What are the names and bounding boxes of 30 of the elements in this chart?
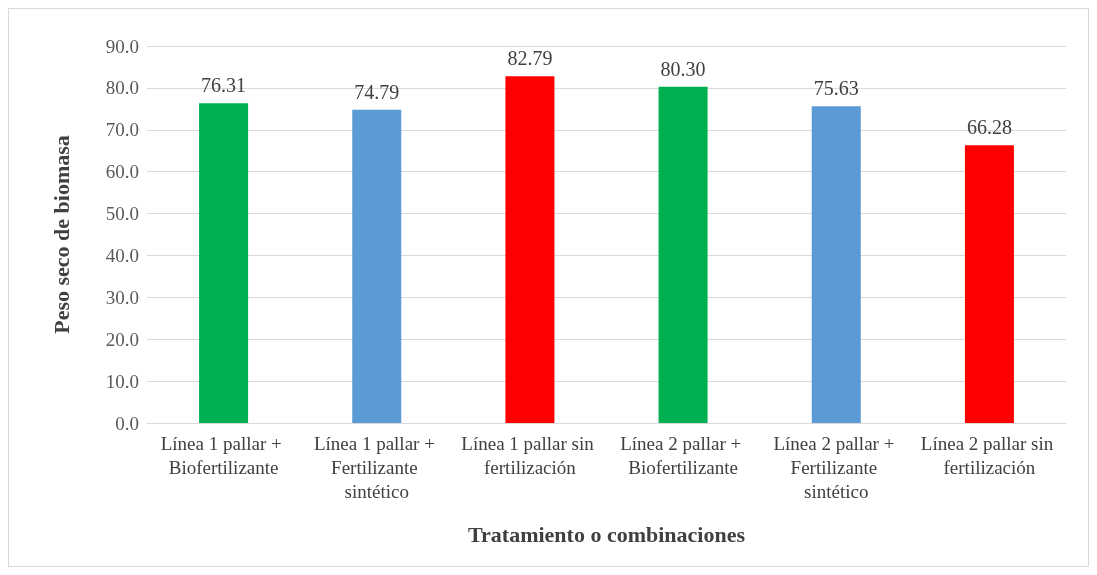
data-label: 82.79 <box>507 47 553 70</box>
data-label: 80.30 <box>660 57 706 80</box>
y-tick-label: 70.0 <box>105 119 139 141</box>
data-label: 66.28 <box>966 116 1012 139</box>
bar <box>505 76 555 423</box>
x-tick-label: Línea 2 pallar + Fertilizante sintético <box>773 432 900 502</box>
y-tick-label: 30.0 <box>105 286 139 308</box>
bar <box>964 145 1014 423</box>
y-tick-label: 20.0 <box>105 328 139 350</box>
x-tick-label: Línea 2 pallar sin fertilización <box>920 432 1059 478</box>
x-tick-label: Línea 2 pallar + Biofertilizante <box>620 432 746 478</box>
y-tick-label: 90.0 <box>105 35 139 57</box>
x-axis-title: Tratamiento o combinaciones <box>467 521 746 547</box>
data-label: 75.63 <box>813 77 859 100</box>
y-tick-label: 60.0 <box>105 161 139 183</box>
bar <box>811 106 861 423</box>
data-label: 76.31 <box>201 74 247 97</box>
bar <box>658 86 708 423</box>
y-tick-label: 0.0 <box>115 412 139 434</box>
y-tick-label: 40.0 <box>105 244 139 266</box>
y-axis-title: Peso seco de biomasa <box>48 135 74 334</box>
x-tick-label: Línea 1 pallar sin fertilización <box>461 432 599 478</box>
y-tick-label: 80.0 <box>105 77 139 99</box>
data-label: 74.79 <box>354 80 400 103</box>
bar <box>352 109 402 423</box>
y-tick-label: 10.0 <box>105 370 139 392</box>
bar <box>199 103 249 423</box>
y-tick-label: 50.0 <box>105 203 139 225</box>
x-tick-label: Línea 1 pallar + Biofertilizante <box>160 432 287 478</box>
x-tick-label: Línea 1 pallar + Fertilizante sintético <box>313 432 440 502</box>
